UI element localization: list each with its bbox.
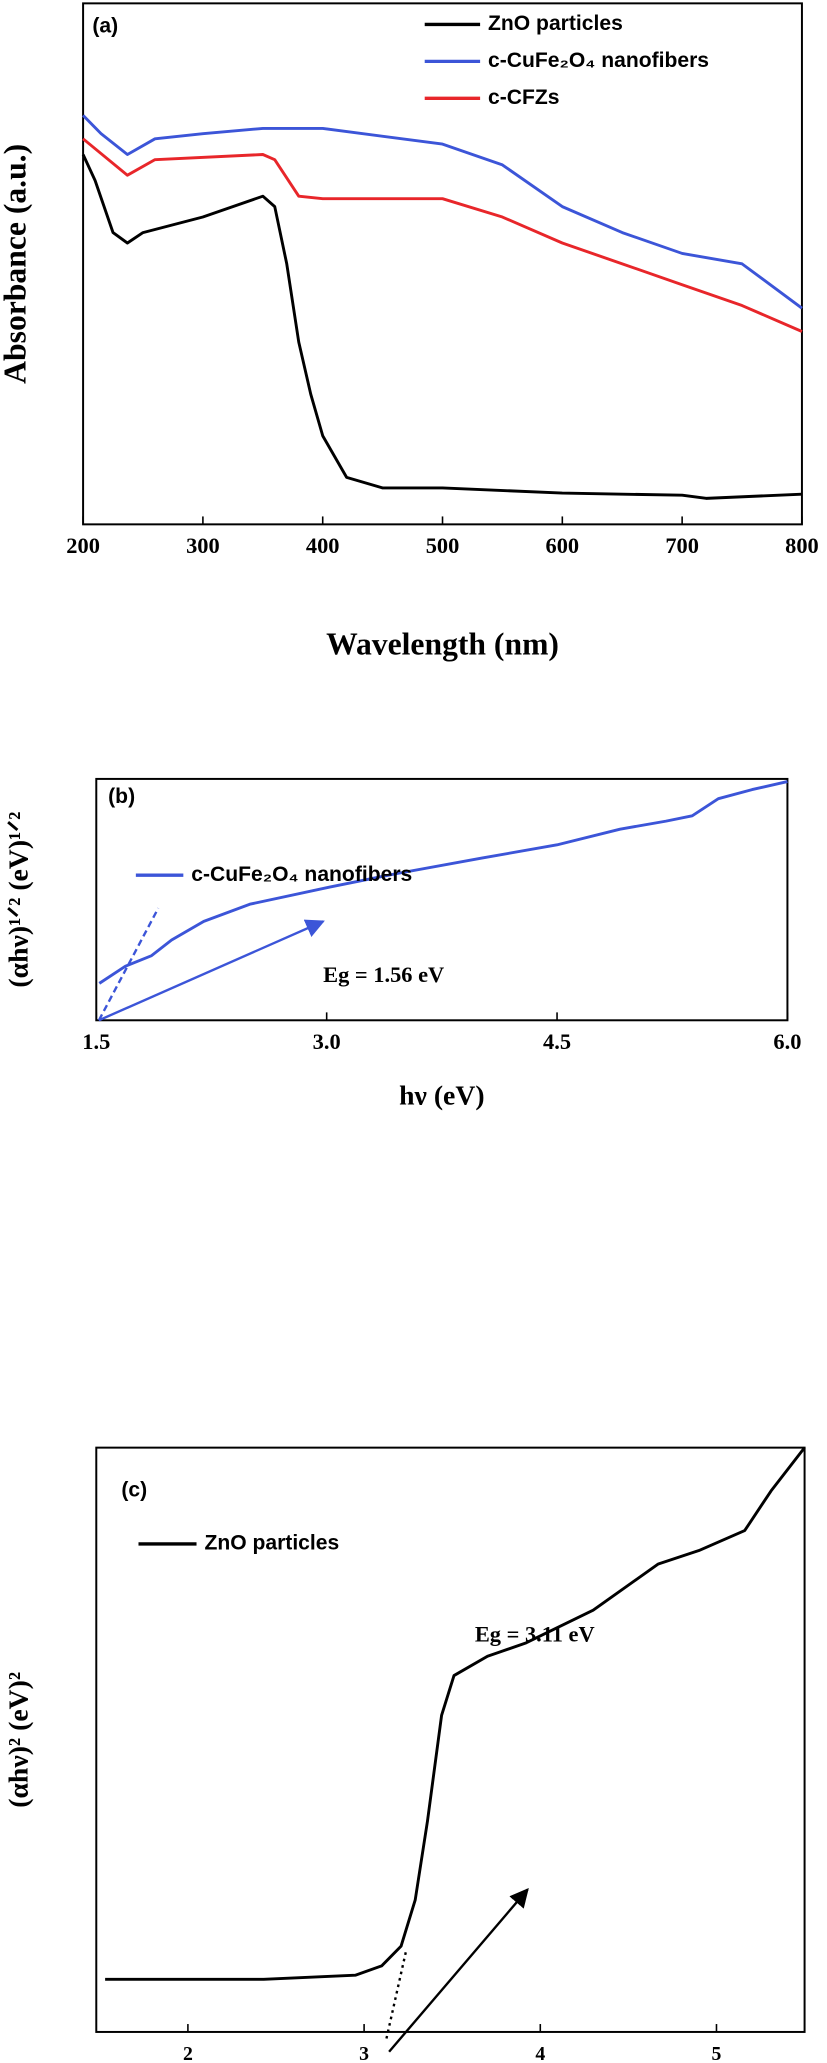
y-axis-label: Absorbance (a.u.) [0, 144, 33, 384]
extrapolation-line [385, 1949, 408, 2039]
panel-label: (a) [92, 15, 118, 38]
annotation-arrow [388, 1888, 529, 2053]
plot-frame [95, 1446, 806, 2033]
x-tick-label: 3 [359, 2043, 369, 2063]
x-tick-label: 4.5 [543, 1029, 571, 1054]
x-tick-label: 300 [186, 533, 220, 558]
x-tick-label: 200 [66, 533, 100, 558]
annotation: Eg = 3.11 eV [475, 1621, 595, 1646]
legend-label: ZnO particles [488, 12, 623, 35]
x-tick-label: 500 [426, 533, 460, 558]
x-axis-label: Wavelength (nm) [326, 626, 559, 661]
annotation-arrow [98, 919, 325, 1022]
plot-frame [95, 777, 789, 1022]
x-tick-label: 400 [306, 533, 340, 558]
x-tick-label: 4 [535, 2043, 545, 2063]
extrapolation-line [97, 907, 160, 1021]
x-tick-label: 600 [546, 533, 580, 558]
x-tick-label: 2 [183, 2043, 193, 2063]
y-axis-label: (αhν)¹ᐟ² (eV)¹ᐟ² [2, 812, 33, 988]
annotation: Eg = 1.56 eV [323, 962, 444, 987]
x-axis-label: hν (eV) [399, 1079, 484, 1110]
panel-label: (b) [108, 785, 135, 808]
x-tick-label: 700 [665, 533, 699, 558]
legend-label: c-CuFe₂O₄ nanofibers [488, 49, 709, 72]
legend-label: ZnO particles [204, 1532, 339, 1555]
data-line [81, 153, 803, 500]
x-tick-label: 800 [785, 533, 819, 558]
x-tick-label: 5 [712, 2043, 722, 2063]
data-line [105, 1446, 806, 1981]
panel-label: (c) [121, 1479, 147, 1502]
y-axis-label: (αhν)² (eV)² [2, 1672, 33, 1808]
plot-frame [82, 2, 803, 526]
data-line [82, 114, 803, 310]
legend-label: c-CuFe₂O₄ nanofibers [191, 863, 412, 886]
x-tick-label: 1.5 [82, 1029, 110, 1054]
data-line [82, 137, 803, 333]
x-tick-label: 3.0 [313, 1029, 341, 1054]
x-tick-label: 6.0 [773, 1029, 801, 1054]
legend-label: c-CFZs [488, 86, 560, 109]
data-line [98, 780, 788, 985]
